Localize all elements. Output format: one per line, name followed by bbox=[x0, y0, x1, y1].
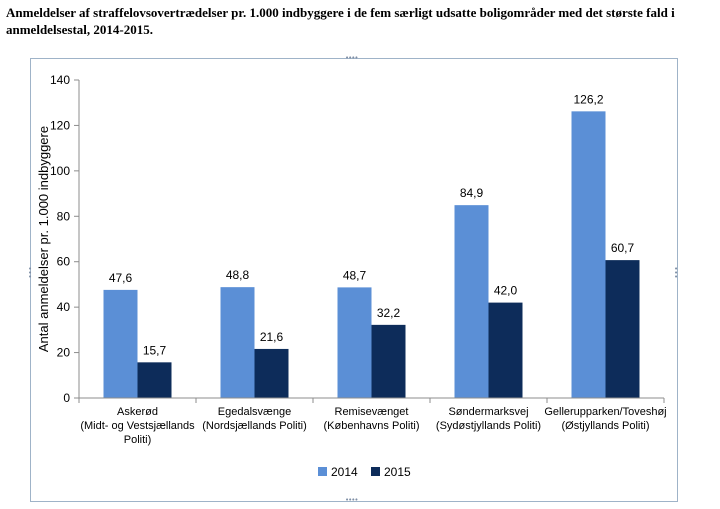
legend-swatch-2015 bbox=[371, 467, 380, 476]
resize-handle-right-icon[interactable]: • • • bbox=[674, 265, 678, 281]
legend: 2014 2015 bbox=[318, 465, 411, 479]
y-axis: 0 20 40 60 80 100 120 140 bbox=[50, 73, 80, 405]
bar-value-label: 126,2 bbox=[573, 92, 603, 106]
x-category-label: (Københavns Politi) bbox=[324, 420, 420, 432]
legend-swatch-2014 bbox=[318, 467, 327, 476]
x-axis: Askerød (Midt- og Vestsjællands Politi) Ege… bbox=[78, 397, 667, 446]
y-tick-label: 20 bbox=[57, 346, 71, 360]
bar-2014 bbox=[454, 205, 489, 398]
x-category-label: Remisevænget bbox=[335, 406, 409, 418]
bar-2015 bbox=[254, 348, 289, 398]
x-category-label: (Sydøstjyllands Politi) bbox=[436, 420, 541, 432]
bar-value-label: 48,8 bbox=[226, 268, 250, 282]
resize-handle-bottom-icon[interactable]: •••• bbox=[345, 496, 358, 504]
bar-value-label: 84,9 bbox=[460, 186, 484, 200]
y-tick-label: 0 bbox=[63, 391, 70, 405]
resize-handle-left-icon[interactable]: • • • bbox=[28, 265, 32, 281]
bar-2015 bbox=[488, 302, 523, 398]
bar-2014 bbox=[103, 289, 138, 398]
bar-2015 bbox=[371, 324, 406, 398]
y-tick-label: 100 bbox=[50, 164, 70, 178]
bars: 47,6 15,7 48,8 21,6 48,7 32,2 84,9 42,0 126,2 60,… bbox=[103, 92, 640, 399]
chart-frame: •••• •••• • • • • • • bbox=[28, 54, 678, 504]
x-category-label: Politi) bbox=[124, 434, 152, 446]
legend-label: 2014 bbox=[331, 465, 358, 479]
x-category-label: Gellerupparken/Toveshøj bbox=[544, 406, 666, 418]
y-tick-label: 80 bbox=[57, 209, 71, 223]
bar-2015 bbox=[137, 362, 172, 398]
x-category-label: Søndermarksvej bbox=[448, 406, 528, 418]
y-axis-title-text: Antal anmeldelser pr. 1.000 indbyggere bbox=[36, 126, 51, 352]
x-category-label: Egedalsvænge bbox=[218, 406, 291, 418]
bar-2014 bbox=[337, 287, 372, 398]
y-tick-label: 40 bbox=[57, 300, 71, 314]
bar-2015 bbox=[605, 260, 640, 398]
bar-2014 bbox=[571, 111, 606, 399]
bar-value-label: 60,7 bbox=[611, 241, 635, 255]
y-axis-title: Antal anmeldelser pr. 1.000 indbyggere bbox=[36, 126, 51, 352]
bar-value-label: 48,7 bbox=[343, 268, 367, 282]
x-category-label: (Midt- og Vestsjællands bbox=[80, 420, 195, 432]
chart-title: Anmeldelser af straffelovsovertrædelser … bbox=[6, 5, 675, 37]
bar-value-label: 15,7 bbox=[143, 343, 167, 357]
bar-2014 bbox=[220, 287, 255, 398]
y-tick-label: 120 bbox=[50, 118, 70, 132]
legend-label: 2015 bbox=[384, 465, 411, 479]
x-category-label: (Nordsjællands Politi) bbox=[202, 420, 307, 432]
bar-value-label: 42,0 bbox=[494, 284, 518, 298]
bar-value-label: 21,6 bbox=[260, 330, 284, 344]
resize-handle-top-icon[interactable]: •••• bbox=[345, 54, 358, 62]
y-tick-label: 140 bbox=[50, 73, 70, 87]
bar-value-label: 47,6 bbox=[109, 271, 133, 285]
x-category-label: (Østjyllands Politi) bbox=[561, 420, 649, 432]
bar-value-label: 32,2 bbox=[377, 306, 401, 320]
x-category-label: Askerød bbox=[117, 406, 158, 418]
y-tick-label: 60 bbox=[57, 255, 71, 269]
